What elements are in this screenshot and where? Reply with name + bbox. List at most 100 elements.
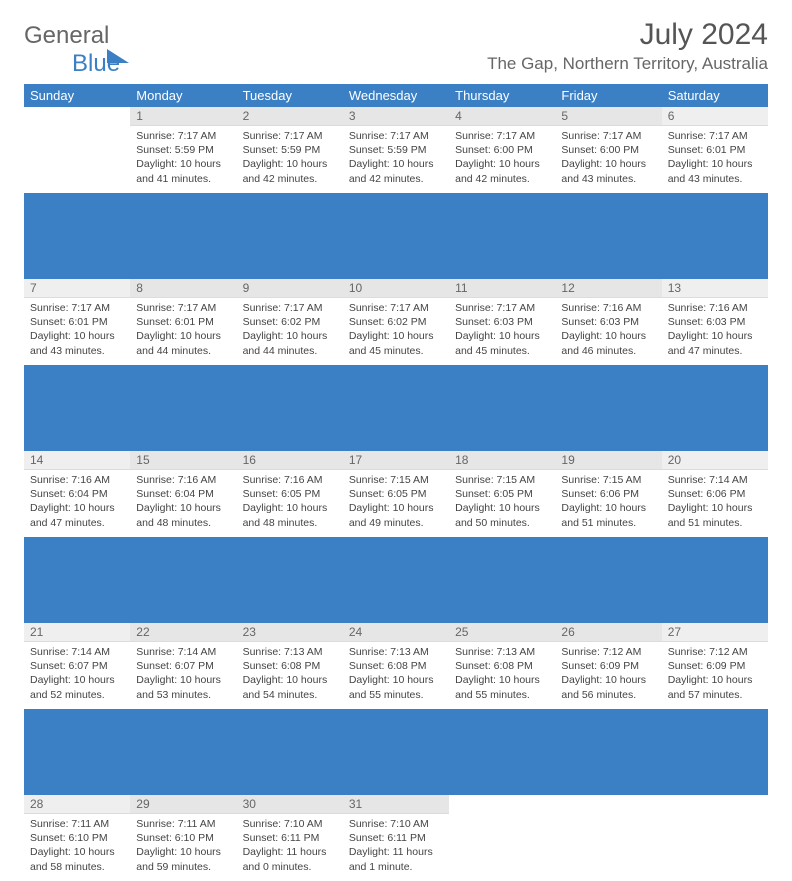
week-divider bbox=[24, 365, 768, 451]
daylight-text2: and 56 minutes. bbox=[561, 688, 655, 702]
sunrise-text: Sunrise: 7:17 AM bbox=[136, 301, 230, 315]
calendar-cell: 16Sunrise: 7:16 AMSunset: 6:05 PMDayligh… bbox=[237, 451, 343, 537]
sunrise-text: Sunrise: 7:17 AM bbox=[455, 301, 549, 315]
daylight-text: Daylight: 10 hours bbox=[30, 329, 124, 343]
sunrise-text: Sunrise: 7:13 AM bbox=[243, 645, 337, 659]
daylight-text2: and 45 minutes. bbox=[455, 344, 549, 358]
day-number: 22 bbox=[130, 623, 236, 642]
daylight-text: Daylight: 10 hours bbox=[243, 157, 337, 171]
calendar-cell: 26Sunrise: 7:12 AMSunset: 6:09 PMDayligh… bbox=[555, 623, 661, 709]
calendar-row: 21Sunrise: 7:14 AMSunset: 6:07 PMDayligh… bbox=[24, 623, 768, 709]
sunset-text: Sunset: 6:09 PM bbox=[668, 659, 762, 673]
daylight-text2: and 52 minutes. bbox=[30, 688, 124, 702]
daylight-text2: and 48 minutes. bbox=[243, 516, 337, 530]
sunset-text: Sunset: 6:02 PM bbox=[349, 315, 443, 329]
sunset-text: Sunset: 6:03 PM bbox=[668, 315, 762, 329]
day-number: 24 bbox=[343, 623, 449, 642]
calendar-cell: 31Sunrise: 7:10 AMSunset: 6:11 PMDayligh… bbox=[343, 795, 449, 881]
day-number: 29 bbox=[130, 795, 236, 814]
daylight-text: Daylight: 10 hours bbox=[30, 673, 124, 687]
daylight-text: Daylight: 10 hours bbox=[349, 501, 443, 515]
daylight-text2: and 43 minutes. bbox=[561, 172, 655, 186]
sunset-text: Sunset: 6:02 PM bbox=[243, 315, 337, 329]
calendar-cell: 15Sunrise: 7:16 AMSunset: 6:04 PMDayligh… bbox=[130, 451, 236, 537]
sunset-text: Sunset: 6:08 PM bbox=[243, 659, 337, 673]
day-details: Sunrise: 7:17 AMSunset: 5:59 PMDaylight:… bbox=[237, 126, 343, 188]
calendar-cell: 13Sunrise: 7:16 AMSunset: 6:03 PMDayligh… bbox=[662, 279, 768, 365]
calendar-row: 28Sunrise: 7:11 AMSunset: 6:10 PMDayligh… bbox=[24, 795, 768, 881]
sunrise-text: Sunrise: 7:10 AM bbox=[349, 817, 443, 831]
day-number: 14 bbox=[24, 451, 130, 470]
day-number: 5 bbox=[555, 107, 661, 126]
sunset-text: Sunset: 6:00 PM bbox=[561, 143, 655, 157]
daylight-text2: and 57 minutes. bbox=[668, 688, 762, 702]
sunset-text: Sunset: 6:06 PM bbox=[561, 487, 655, 501]
sunrise-text: Sunrise: 7:13 AM bbox=[349, 645, 443, 659]
sunrise-text: Sunrise: 7:12 AM bbox=[561, 645, 655, 659]
calendar-cell: 3Sunrise: 7:17 AMSunset: 5:59 PMDaylight… bbox=[343, 107, 449, 193]
sunset-text: Sunset: 6:05 PM bbox=[455, 487, 549, 501]
day-details: Sunrise: 7:17 AMSunset: 6:01 PMDaylight:… bbox=[24, 298, 130, 360]
sunset-text: Sunset: 6:01 PM bbox=[136, 315, 230, 329]
day-number: 16 bbox=[237, 451, 343, 470]
day-details: Sunrise: 7:12 AMSunset: 6:09 PMDaylight:… bbox=[662, 642, 768, 704]
calendar-cell: 6Sunrise: 7:17 AMSunset: 6:01 PMDaylight… bbox=[662, 107, 768, 193]
calendar-cell: 8Sunrise: 7:17 AMSunset: 6:01 PMDaylight… bbox=[130, 279, 236, 365]
day-details: Sunrise: 7:17 AMSunset: 5:59 PMDaylight:… bbox=[130, 126, 236, 188]
day-number: 7 bbox=[24, 279, 130, 298]
daylight-text2: and 43 minutes. bbox=[668, 172, 762, 186]
sunset-text: Sunset: 6:11 PM bbox=[349, 831, 443, 845]
day-details: Sunrise: 7:14 AMSunset: 6:07 PMDaylight:… bbox=[24, 642, 130, 704]
sunset-text: Sunset: 6:08 PM bbox=[349, 659, 443, 673]
sunrise-text: Sunrise: 7:10 AM bbox=[243, 817, 337, 831]
sunrise-text: Sunrise: 7:15 AM bbox=[349, 473, 443, 487]
day-details: Sunrise: 7:17 AMSunset: 6:03 PMDaylight:… bbox=[449, 298, 555, 360]
sunrise-text: Sunrise: 7:17 AM bbox=[561, 129, 655, 143]
day-details: Sunrise: 7:17 AMSunset: 6:02 PMDaylight:… bbox=[237, 298, 343, 360]
day-details: Sunrise: 7:13 AMSunset: 6:08 PMDaylight:… bbox=[237, 642, 343, 704]
sunrise-text: Sunrise: 7:14 AM bbox=[668, 473, 762, 487]
daylight-text2: and 0 minutes. bbox=[243, 860, 337, 874]
day-header: Wednesday bbox=[343, 84, 449, 107]
sunrise-text: Sunrise: 7:17 AM bbox=[136, 129, 230, 143]
sunrise-text: Sunrise: 7:16 AM bbox=[561, 301, 655, 315]
daylight-text2: and 1 minute. bbox=[349, 860, 443, 874]
day-header: Sunday bbox=[24, 84, 130, 107]
daylight-text: Daylight: 10 hours bbox=[136, 329, 230, 343]
sunset-text: Sunset: 6:06 PM bbox=[668, 487, 762, 501]
day-number: 3 bbox=[343, 107, 449, 126]
page-title: July 2024 bbox=[487, 18, 768, 52]
daylight-text: Daylight: 11 hours bbox=[349, 845, 443, 859]
calendar-cell: 22Sunrise: 7:14 AMSunset: 6:07 PMDayligh… bbox=[130, 623, 236, 709]
day-number: 28 bbox=[24, 795, 130, 814]
sunset-text: Sunset: 6:01 PM bbox=[668, 143, 762, 157]
calendar-cell: 27Sunrise: 7:12 AMSunset: 6:09 PMDayligh… bbox=[662, 623, 768, 709]
day-details: Sunrise: 7:15 AMSunset: 6:05 PMDaylight:… bbox=[343, 470, 449, 532]
daylight-text: Daylight: 10 hours bbox=[668, 673, 762, 687]
daylight-text2: and 45 minutes. bbox=[349, 344, 443, 358]
calendar-row: 7Sunrise: 7:17 AMSunset: 6:01 PMDaylight… bbox=[24, 279, 768, 365]
sunrise-text: Sunrise: 7:17 AM bbox=[243, 129, 337, 143]
calendar-table: Sunday Monday Tuesday Wednesday Thursday… bbox=[24, 84, 768, 881]
day-details: Sunrise: 7:17 AMSunset: 6:00 PMDaylight:… bbox=[449, 126, 555, 188]
sunset-text: Sunset: 6:10 PM bbox=[30, 831, 124, 845]
calendar-cell: 23Sunrise: 7:13 AMSunset: 6:08 PMDayligh… bbox=[237, 623, 343, 709]
day-details: Sunrise: 7:16 AMSunset: 6:04 PMDaylight:… bbox=[24, 470, 130, 532]
calendar-cell: 25Sunrise: 7:13 AMSunset: 6:08 PMDayligh… bbox=[449, 623, 555, 709]
day-details: Sunrise: 7:14 AMSunset: 6:06 PMDaylight:… bbox=[662, 470, 768, 532]
daylight-text2: and 59 minutes. bbox=[136, 860, 230, 874]
daylight-text: Daylight: 10 hours bbox=[136, 501, 230, 515]
daylight-text2: and 44 minutes. bbox=[136, 344, 230, 358]
daylight-text: Daylight: 10 hours bbox=[455, 329, 549, 343]
calendar-cell: 17Sunrise: 7:15 AMSunset: 6:05 PMDayligh… bbox=[343, 451, 449, 537]
day-details: Sunrise: 7:11 AMSunset: 6:10 PMDaylight:… bbox=[24, 814, 130, 876]
day-number: 23 bbox=[237, 623, 343, 642]
day-number: 27 bbox=[662, 623, 768, 642]
daylight-text2: and 46 minutes. bbox=[561, 344, 655, 358]
daylight-text2: and 42 minutes. bbox=[243, 172, 337, 186]
daylight-text2: and 48 minutes. bbox=[136, 516, 230, 530]
day-header: Friday bbox=[555, 84, 661, 107]
daylight-text2: and 53 minutes. bbox=[136, 688, 230, 702]
daylight-text: Daylight: 10 hours bbox=[136, 845, 230, 859]
day-number: 11 bbox=[449, 279, 555, 298]
